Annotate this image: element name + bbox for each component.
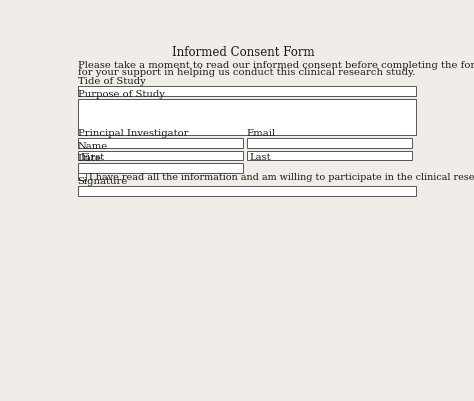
Text: Email: Email	[246, 129, 276, 138]
FancyBboxPatch shape	[78, 174, 86, 180]
FancyBboxPatch shape	[246, 139, 412, 148]
Text: Last: Last	[249, 152, 271, 162]
Text: Name: Name	[78, 141, 108, 150]
Text: I have read all the information and am willing to participate in the clinical re: I have read all the information and am w…	[90, 172, 474, 181]
FancyBboxPatch shape	[246, 151, 412, 161]
Text: Please take a moment to read our informed consent before completing the form. We: Please take a moment to read our informe…	[78, 61, 474, 70]
Text: for your support in helping us conduct this clinical research study.: for your support in helping us conduct t…	[78, 67, 415, 77]
Text: Signature: Signature	[78, 176, 128, 186]
FancyBboxPatch shape	[78, 164, 243, 174]
Text: Tide of Study: Tide of Study	[78, 77, 146, 86]
Text: Date: Date	[78, 154, 101, 163]
Text: First: First	[81, 152, 105, 162]
FancyBboxPatch shape	[78, 87, 416, 97]
Text: Informed Consent Form: Informed Consent Form	[172, 46, 314, 59]
FancyBboxPatch shape	[78, 151, 243, 161]
FancyBboxPatch shape	[78, 186, 416, 196]
Text: Purpose of Study: Purpose of Study	[78, 90, 164, 99]
FancyBboxPatch shape	[78, 139, 243, 148]
Text: Principal Investigator: Principal Investigator	[78, 129, 188, 138]
FancyBboxPatch shape	[78, 100, 416, 135]
